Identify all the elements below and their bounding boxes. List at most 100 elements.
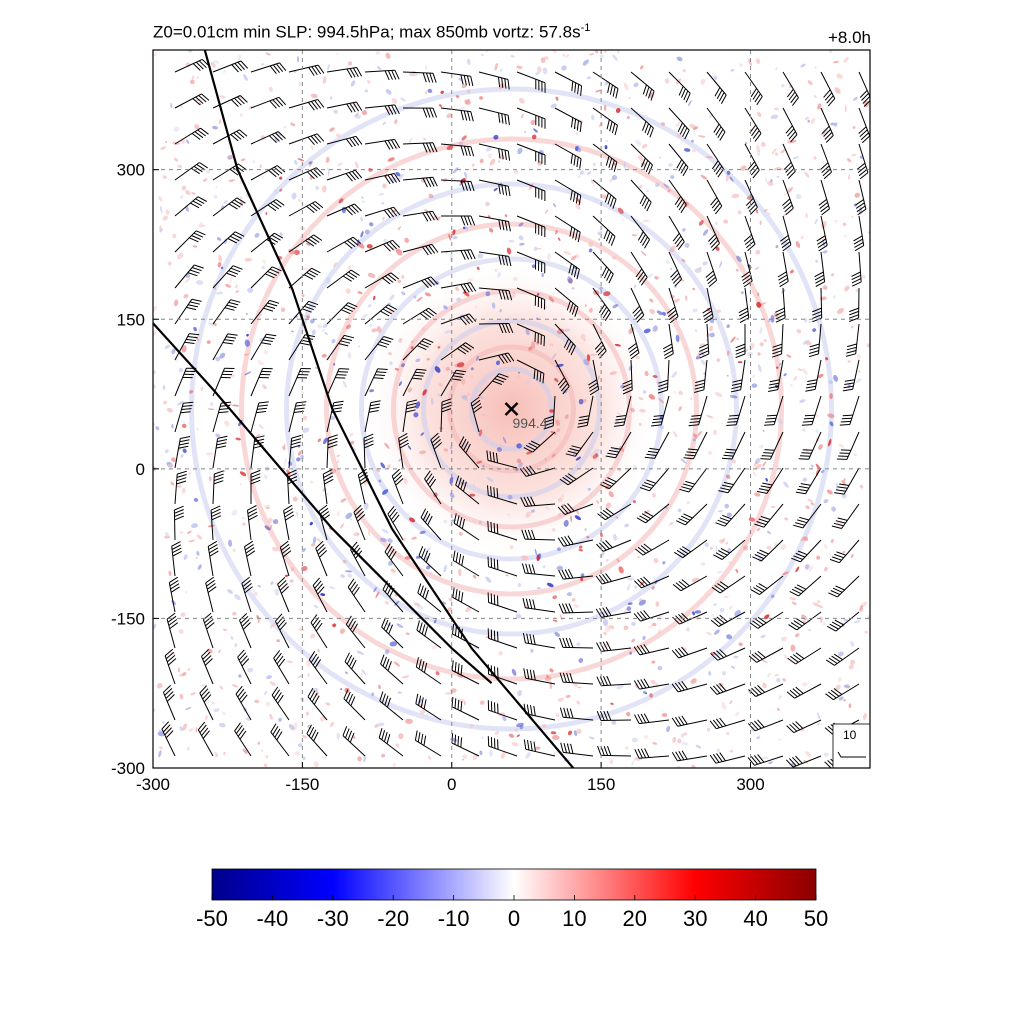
vorticity-speckle <box>795 241 801 248</box>
wind-barb <box>416 620 442 649</box>
vorticity-speckle <box>774 673 779 677</box>
vorticity-speckle <box>681 258 686 263</box>
wind-barb <box>288 434 302 469</box>
vorticity-speckle <box>531 341 536 349</box>
vorticity-speckle <box>822 285 828 290</box>
vorticity-speckle <box>499 68 503 72</box>
vorticity-speckle <box>415 401 421 409</box>
vorticity-speckle <box>382 216 385 221</box>
wind-barb <box>171 541 182 577</box>
wind-barb <box>364 272 400 289</box>
wind-barb <box>166 612 178 649</box>
vorticity-speckle <box>640 581 645 586</box>
vorticity-speckle <box>190 79 195 85</box>
vorticity-speckle <box>853 620 862 624</box>
vorticity-speckle <box>814 218 818 225</box>
vorticity-speckle <box>616 558 620 563</box>
vorticity-speckle <box>390 568 396 573</box>
vorticity-speckle <box>405 632 410 636</box>
wind-barb <box>559 637 594 649</box>
vorticity-speckle <box>546 674 549 678</box>
colorbar-tick-label: -30 <box>317 906 349 931</box>
vorticity-speckle <box>821 469 825 474</box>
wind-barb <box>630 287 645 323</box>
vorticity-speckle <box>781 84 785 88</box>
wind-barb <box>559 707 594 721</box>
vorticity-speckle <box>599 54 604 59</box>
vorticity-speckle <box>700 174 708 180</box>
colorbar-tick-label: 30 <box>683 906 707 931</box>
vorticity-speckle <box>225 283 232 288</box>
vorticity-speckle <box>850 325 854 329</box>
wind-barb <box>270 723 290 757</box>
vorticity-speckle <box>373 295 376 300</box>
vorticity-speckle <box>721 702 727 710</box>
vorticity-speckle <box>369 324 373 328</box>
vorticity-speckle <box>275 581 278 586</box>
wind-barb <box>440 71 474 87</box>
wind-barb <box>644 431 670 459</box>
vorticity-speckle <box>709 332 715 338</box>
vorticity-speckle <box>457 673 464 678</box>
vorticity-speckle <box>634 585 638 590</box>
vorticity-speckle <box>676 766 682 768</box>
vorticity-speckle <box>673 391 677 394</box>
x-tick-label: 300 <box>736 775 764 794</box>
vorticity-speckle <box>297 198 302 203</box>
vorticity-speckle <box>717 510 724 513</box>
vorticity-speckle <box>159 228 163 233</box>
vorticity-speckle <box>410 346 414 350</box>
vorticity-speckle <box>438 382 443 387</box>
vorticity-speckle <box>662 311 667 316</box>
wind-barb <box>174 333 200 361</box>
vorticity-speckle <box>460 378 466 385</box>
vorticity-speckle <box>238 674 242 678</box>
vorticity-speckle <box>502 716 507 722</box>
vorticity-speckle <box>348 265 351 271</box>
vorticity-speckle <box>793 376 797 381</box>
wind-barb <box>558 603 594 614</box>
wind-barb <box>174 401 194 433</box>
vorticity-speckle <box>472 574 477 579</box>
vorticity-speckle <box>512 276 518 282</box>
vorticity-speckle <box>686 500 690 505</box>
vorticity-speckle <box>340 688 343 691</box>
vorticity-speckle <box>461 135 467 141</box>
vorticity-speckle <box>336 732 340 740</box>
wind-barb <box>441 215 476 226</box>
wind-barb <box>283 504 295 541</box>
vorticity-speckle <box>458 698 464 704</box>
reference-barb <box>837 751 866 758</box>
vorticity-speckle <box>859 155 863 159</box>
vorticity-speckle <box>180 105 183 109</box>
vorticity-speckle <box>296 511 299 517</box>
vorticity-speckle <box>813 95 817 98</box>
vorticity-speckle <box>328 586 336 590</box>
vorticity-speckle <box>740 165 747 171</box>
vorticity-speckle <box>713 75 718 80</box>
wind-barb <box>452 550 480 577</box>
vorticity-speckle <box>676 56 683 62</box>
vorticity-speckle <box>525 328 530 336</box>
vorticity-speckle <box>782 571 789 576</box>
y-tick-label: 0 <box>136 460 145 479</box>
vorticity-speckle <box>205 715 208 720</box>
wind-barb <box>174 470 187 505</box>
vorticity-speckle <box>245 717 250 721</box>
vorticity-speckle <box>748 58 752 67</box>
wind-barb <box>440 179 475 192</box>
vorticity-speckle <box>838 696 844 701</box>
vorticity-speckle <box>618 566 624 574</box>
wind-barb <box>250 266 282 289</box>
vorticity-speckle <box>452 167 459 174</box>
vorticity-speckle <box>625 746 629 750</box>
vorticity-speckle <box>260 749 264 752</box>
vorticity-speckle <box>507 494 513 500</box>
vorticity-speckle <box>195 727 198 733</box>
vorticity-speckle <box>761 659 768 663</box>
vorticity-speckle <box>716 358 721 363</box>
wind-barb <box>785 755 822 768</box>
wind-barb <box>326 135 363 148</box>
wind-barb <box>415 657 442 685</box>
wind-barb <box>596 710 632 721</box>
